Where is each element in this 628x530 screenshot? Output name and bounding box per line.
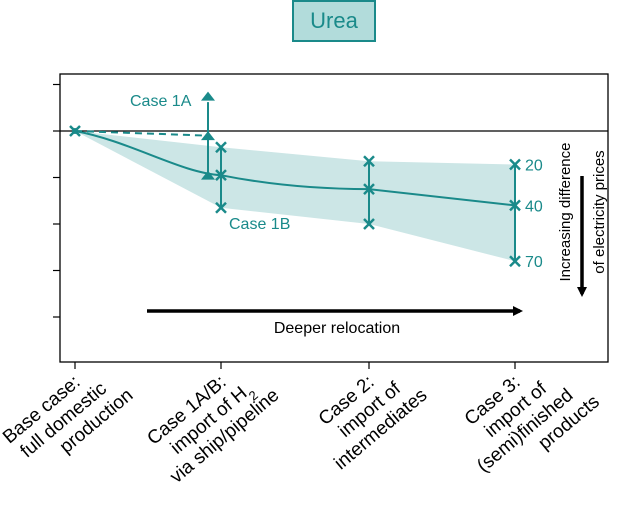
- point-70-3: [509, 255, 521, 268]
- point-20-2: [363, 155, 375, 168]
- price-label-20: 20: [525, 157, 543, 174]
- relocation-label: Deeper relocation: [274, 320, 400, 337]
- cross-stroke: [363, 218, 375, 230]
- point-70-2: [363, 218, 375, 230]
- base-cross-b: [69, 125, 81, 137]
- case1a-mid-marker: [201, 131, 215, 141]
- cross-stroke: [215, 141, 227, 154]
- case1a-label: Case 1A: [130, 93, 192, 110]
- cross-stroke: [509, 158, 521, 171]
- point-40-2: [363, 183, 375, 196]
- point-70-1: [215, 201, 227, 214]
- case1b-label: Case 1B: [229, 216, 290, 233]
- cross-stroke: [215, 169, 227, 182]
- plot-frame: [59, 73, 609, 363]
- cross-stroke: [363, 183, 375, 196]
- case1a-low-marker: [201, 170, 215, 180]
- chart-title: Urea: [292, 0, 376, 42]
- price-label-40: 40: [525, 198, 543, 215]
- uncertainty-band: [75, 131, 515, 262]
- price-label-line2: of electricity prices: [591, 150, 608, 273]
- case1a-dashed-line: [74, 130, 209, 137]
- point-20-1: [215, 141, 227, 154]
- cross-stroke: [363, 155, 375, 168]
- price-label-70: 70: [525, 254, 543, 271]
- price-label-line1: Increasing difference: [557, 143, 574, 282]
- cross-stroke: [215, 201, 227, 214]
- point-40-1: [215, 169, 227, 182]
- point-20-3: [509, 158, 521, 171]
- cross-stroke: [509, 199, 521, 212]
- case1a-high-marker: [201, 91, 215, 101]
- point-40-3: [509, 199, 521, 212]
- y-ticks: [53, 83, 60, 318]
- cross-stroke: [509, 255, 521, 268]
